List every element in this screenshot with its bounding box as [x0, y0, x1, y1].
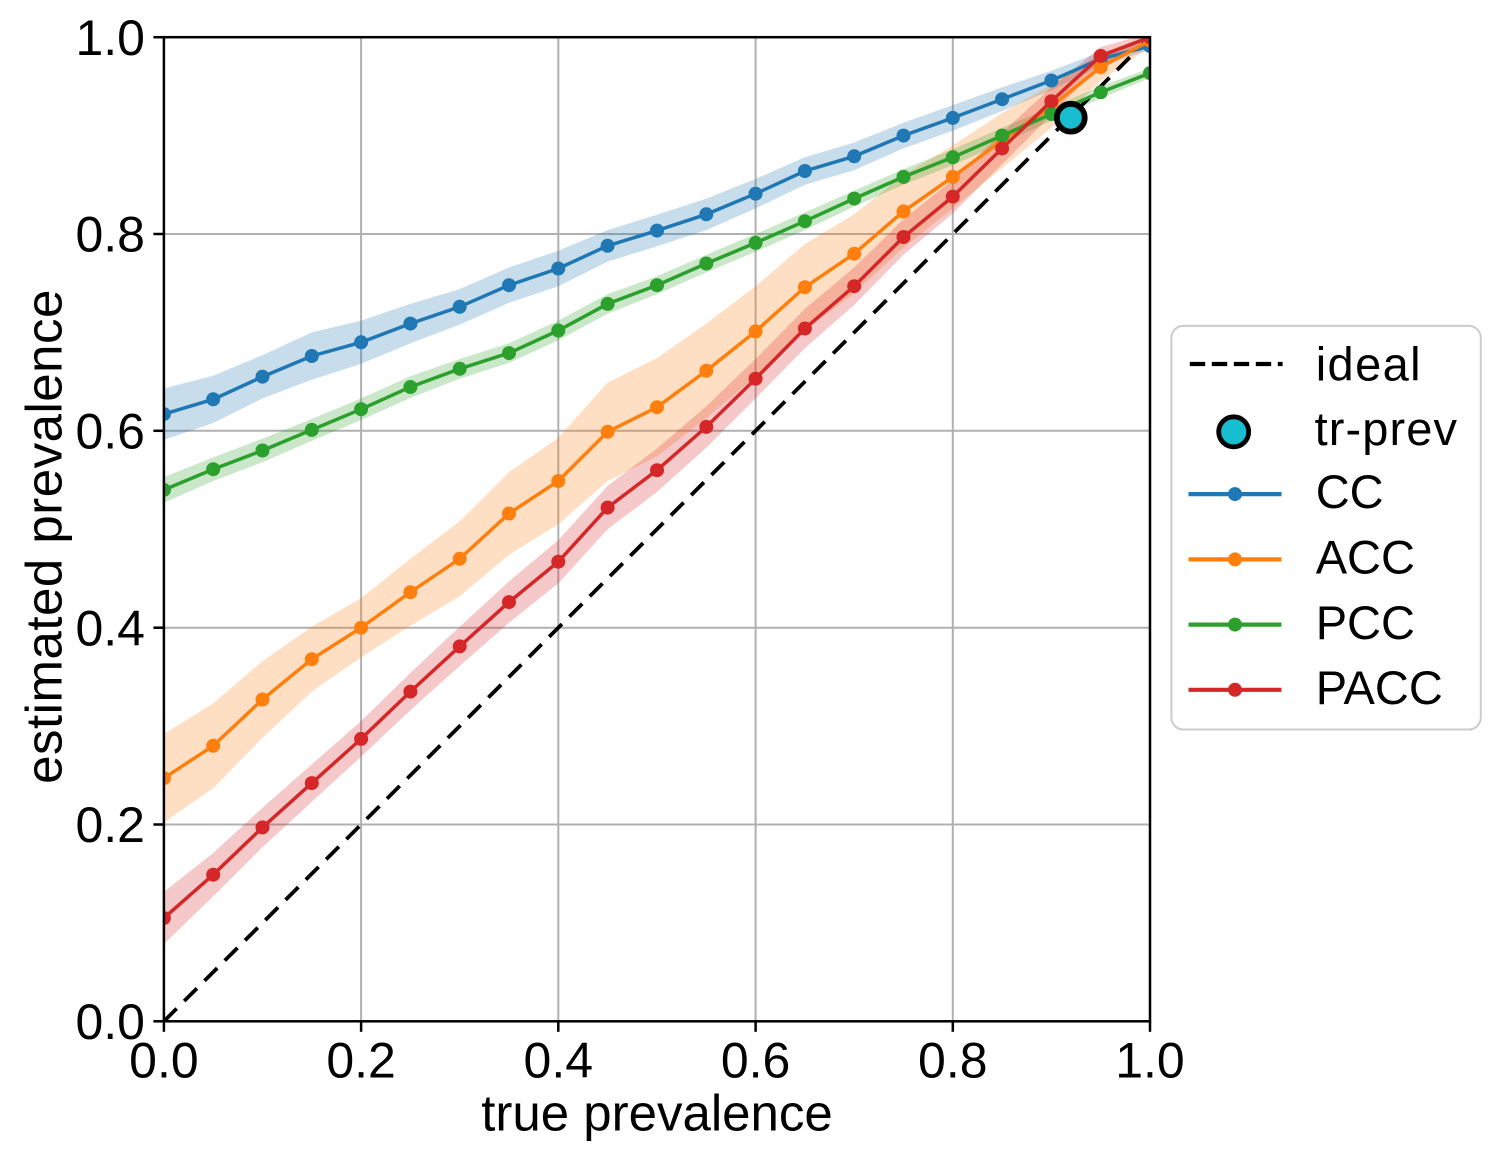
svg-text:true prevalence: true prevalence	[481, 1084, 833, 1141]
svg-text:0.4: 0.4	[75, 600, 145, 656]
svg-text:estimated prevalence: estimated prevalence	[16, 289, 73, 784]
svg-text:PCC: PCC	[1316, 596, 1415, 649]
svg-text:ACC: ACC	[1316, 531, 1415, 584]
svg-text:1.0: 1.0	[75, 10, 145, 66]
svg-text:0.6: 0.6	[721, 1032, 791, 1088]
svg-text:0.8: 0.8	[75, 207, 145, 263]
svg-text:0.0: 0.0	[129, 1032, 199, 1088]
svg-text:ideal: ideal	[1316, 337, 1422, 390]
svg-text:tr-prev: tr-prev	[1315, 402, 1459, 455]
svg-text:0.0: 0.0	[75, 994, 145, 1050]
svg-text:CC: CC	[1316, 465, 1384, 518]
svg-text:0.6: 0.6	[75, 403, 145, 459]
svg-text:PACC: PACC	[1316, 661, 1443, 714]
svg-text:0.2: 0.2	[326, 1032, 396, 1088]
svg-text:0.4: 0.4	[524, 1032, 594, 1088]
svg-text:0.2: 0.2	[75, 797, 145, 853]
svg-text:1.0: 1.0	[1115, 1032, 1185, 1088]
svg-text:0.8: 0.8	[918, 1032, 988, 1088]
